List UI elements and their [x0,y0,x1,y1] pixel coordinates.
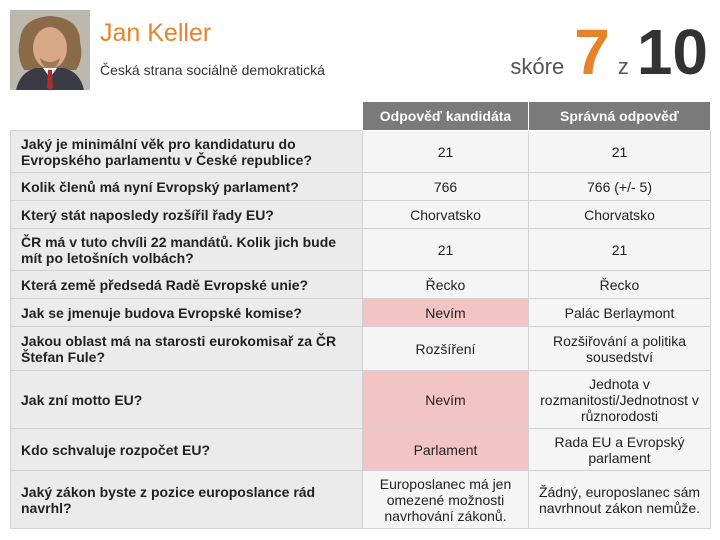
table-row: Jaký je minimální věk pro kandidaturu do… [10,130,711,173]
question-cell: Kolik členů má nyní Evropský parlament? [10,172,363,201]
candidate-answer-cell: Rozšíření [362,326,529,371]
score-label: skóre [510,54,565,79]
table-row: Která země předsedá Radě Evropské unie? … [10,270,711,299]
candidate-answer-cell: Řecko [362,270,529,299]
table-row: Jak zní motto EU? Nevím Jednota v rozman… [10,370,711,429]
table-header-row: Odpověď kandidáta Správná odpověď [11,101,711,131]
table-row: Který stát naposledy rozšířil řady EU? C… [10,200,711,229]
candidate-answer-cell: 766 [362,172,529,201]
table-row: Kolik členů má nyní Evropský parlament? … [10,172,711,201]
table-row: Jak se jmenuje budova Evropské komise? N… [10,298,711,327]
correct-answer-cell: 21 [528,228,711,271]
correct-answer-cell: Jednota v rozmanitosti/Jednotnost v různ… [528,370,711,429]
avatar [10,10,90,90]
question-cell: Jaký je minimální věk pro kandidaturu do… [10,130,363,173]
candidate-answer-cell: Nevím [362,298,529,327]
table-row: Kdo schvaluje rozpočet EU? Parlament Rad… [10,428,711,471]
score-display: skóre 7 z 10 [510,12,708,92]
question-cell: Jaký zákon byste z pozice europoslance r… [10,470,363,529]
table-row: Jaký zákon byste z pozice europoslance r… [10,470,711,529]
candidate-answer-cell: Parlament [362,428,529,471]
correct-answer-cell: Rozšiřování a politika sousedství [528,326,711,371]
header-question-blank [11,102,363,131]
correct-answer-cell: 21 [528,130,711,173]
correct-answer-cell: Chorvatsko [528,200,711,229]
candidate-portrait-icon [10,10,90,90]
candidate-answer-cell: Nevím [362,370,529,429]
correct-answer-cell: 766 (+/- 5) [528,172,711,201]
question-cell: Jakou oblast má na starosti eurokomisař … [10,326,363,371]
header-candidate-answer: Odpověď kandidáta [362,101,529,131]
candidate-answer-cell: Chorvatsko [362,200,529,229]
header-correct-answer: Správná odpověď [528,101,711,131]
question-cell: Která země předsedá Radě Evropské unie? [10,270,363,299]
candidate-answer-cell: Europoslanec má jen omezené možnosti nav… [362,470,529,529]
correct-answer-cell: Žádný, europoslanec sám navrhnout zákon … [528,470,711,529]
correct-answer-cell: Palác Berlaymont [528,298,711,327]
table-row: ČR má v tuto chvíli 22 mandátů. Kolik ji… [10,228,711,271]
candidate-party: Česká strana sociálně demokratická [100,62,325,78]
score-max: 10 [636,16,708,88]
score-value: 7 [574,16,610,88]
candidate-answer-cell: 21 [362,130,529,173]
question-cell: Který stát naposledy rozšířil řady EU? [10,200,363,229]
score-of-label: z [617,54,629,79]
question-cell: Jak zní motto EU? [10,370,363,429]
candidate-header: Jan Keller Česká strana sociálně demokra… [0,0,720,100]
correct-answer-cell: Řecko [528,270,711,299]
quiz-table: Odpověď kandidáta Správná odpověď Jaký j… [10,101,711,529]
question-cell: ČR má v tuto chvíli 22 mandátů. Kolik ji… [10,228,363,271]
question-cell: Kdo schvaluje rozpočet EU? [10,428,363,471]
table-row: Jakou oblast má na starosti eurokomisař … [10,326,711,371]
candidate-name: Jan Keller [100,19,212,47]
candidate-answer-cell: 21 [362,228,529,271]
correct-answer-cell: Rada EU a Evropský parlament [528,428,711,471]
question-cell: Jak se jmenuje budova Evropské komise? [10,298,363,327]
